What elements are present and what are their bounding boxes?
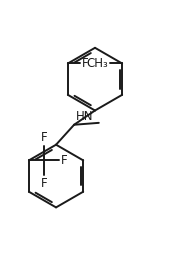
Text: F: F [41,177,48,190]
Text: CH₃: CH₃ [86,57,108,70]
Text: F: F [61,154,67,167]
Text: HN: HN [76,110,93,123]
Text: F: F [41,131,48,144]
Text: F: F [82,57,88,70]
